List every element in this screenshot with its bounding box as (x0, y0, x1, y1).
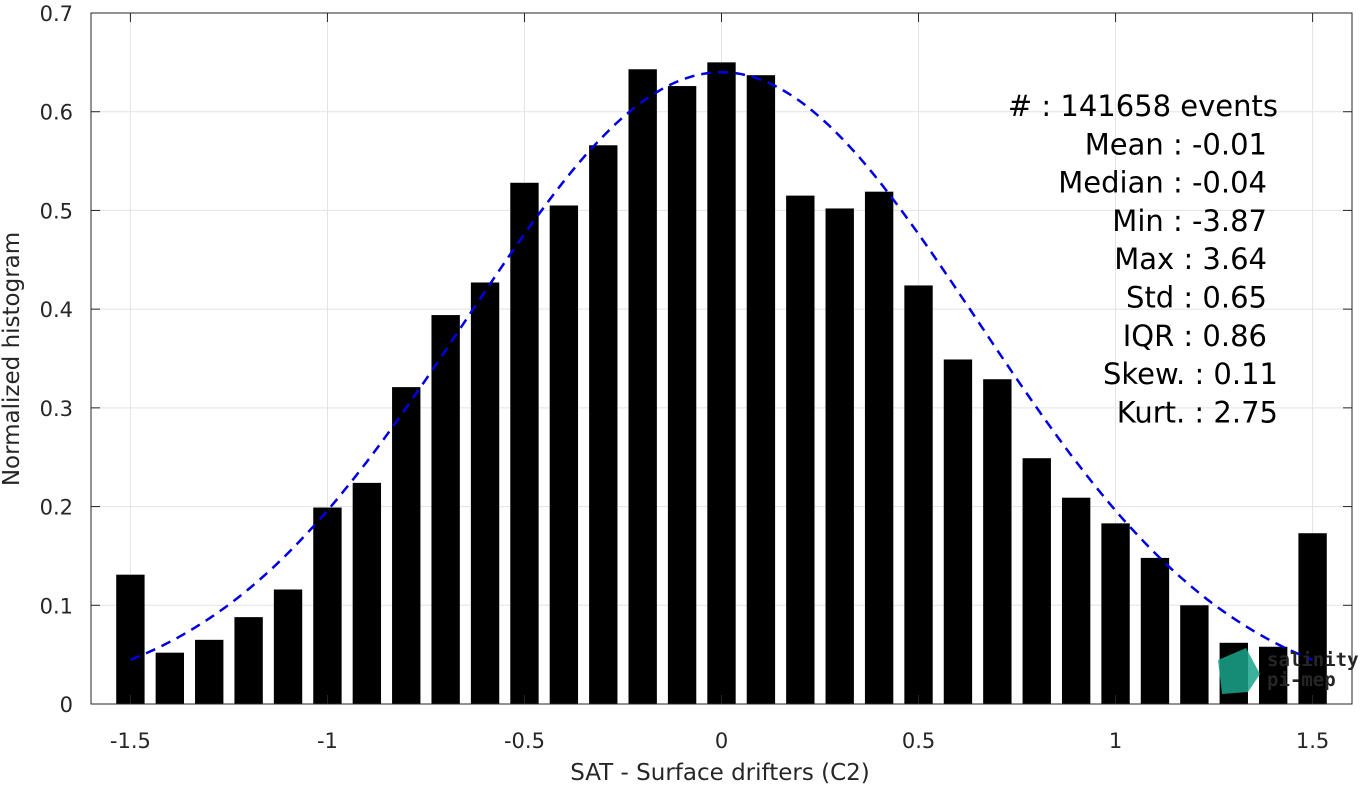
x-tick-label: 1 (1109, 729, 1122, 753)
histogram-bar (983, 379, 1012, 704)
logo-line-2: pi-mep (1267, 669, 1336, 691)
y-tick-label: 0.7 (40, 2, 73, 26)
histogram-bar (510, 182, 539, 704)
y-tick-label: 0.6 (40, 101, 73, 125)
stat-line: # : 141658 events (1008, 89, 1278, 123)
stat-line: Std : 0.65 (1126, 281, 1267, 315)
histogram-bar (234, 617, 263, 704)
x-tick-label: 0.5 (902, 729, 935, 753)
axis-ticks: -1.5 -1 -0.5 0 0.5 1 1.5 0 0.1 0.2 0.3 0.4 0.5 0.6 0.7 (40, 2, 1352, 753)
stat-line: Min : -3.87 (1112, 204, 1267, 238)
histogram-bar (864, 191, 894, 704)
histogram-bar (589, 145, 618, 704)
histogram-bar (825, 208, 854, 704)
x-tick-label: 1.5 (1296, 729, 1329, 753)
histogram-bar (707, 62, 736, 705)
histogram-bar (313, 507, 342, 704)
histogram-bar (628, 69, 657, 704)
histogram-bar (549, 205, 579, 704)
statistics-annotation: # : 141658 events Mean : -0.01 Median : -0… (1008, 89, 1278, 429)
logo-line-1: salinity (1267, 649, 1359, 671)
x-tick-label: -1.5 (110, 729, 151, 753)
histogram-bar (1259, 646, 1288, 704)
salinity-pimep-logo: salinity pi-mep (1218, 648, 1359, 694)
histogram-bar (116, 574, 145, 704)
histogram-bars (116, 62, 1327, 705)
stat-line: IQR : 0.86 (1123, 319, 1267, 353)
histogram-bar (1101, 523, 1130, 704)
histogram-bar (1061, 497, 1091, 704)
histogram-bar (943, 359, 973, 704)
stat-line: Median : -0.04 (1058, 166, 1267, 200)
y-tick-label: 0.2 (40, 496, 73, 520)
histogram-bar (431, 315, 460, 704)
stat-line: Max : 3.64 (1114, 242, 1267, 276)
gaussian-fit-curve (129, 70, 1314, 662)
x-tick-label: -1 (317, 729, 338, 753)
histogram-bar (667, 86, 697, 704)
histogram-bar (1140, 557, 1170, 704)
y-tick-label: 0.4 (40, 298, 73, 322)
y-tick-label: 0.3 (40, 397, 73, 421)
x-tick-label: -0.5 (504, 729, 545, 753)
histogram-bar (273, 589, 303, 704)
logo-mark-icon (1218, 648, 1260, 694)
histogram-bar (470, 282, 500, 704)
x-axis-label: SAT - Surface drifters (C2) (570, 760, 870, 785)
x-tick-label: 0 (715, 729, 728, 753)
histogram-bar (786, 195, 815, 704)
y-tick-label: 0.5 (40, 199, 73, 223)
stat-line: Kurt. : 2.75 (1117, 395, 1278, 429)
histogram-bar (1298, 533, 1327, 704)
histogram-bar (746, 75, 776, 704)
y-tick-label: 0 (60, 693, 73, 717)
histogram-bar (155, 652, 184, 704)
histogram-bar (904, 285, 933, 704)
stat-line: Mean : -0.01 (1085, 127, 1267, 161)
histogram-bar (392, 387, 421, 704)
histogram-bar (352, 482, 382, 704)
histogram-bar (1022, 458, 1051, 704)
y-axis-label: Normalized histogram (0, 232, 25, 486)
histogram-bar (195, 639, 224, 704)
stat-line: Skew. : 0.11 (1103, 357, 1278, 391)
histogram-bar (1180, 605, 1209, 704)
y-tick-label: 0.1 (40, 594, 73, 618)
